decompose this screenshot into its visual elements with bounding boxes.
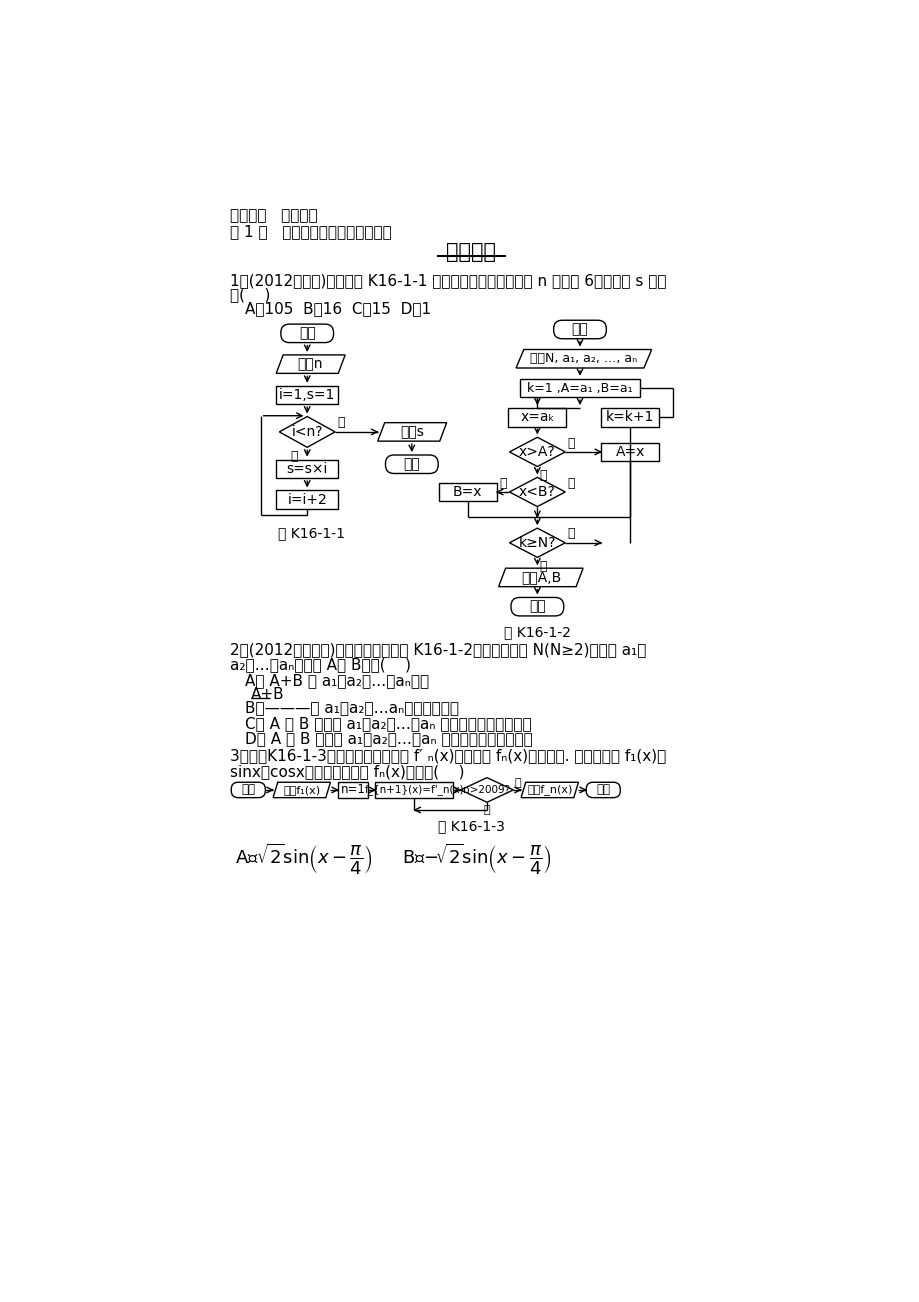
Text: x<B?: x<B? bbox=[518, 484, 555, 499]
Text: 图 K16-1-1: 图 K16-1-1 bbox=[278, 526, 345, 540]
Text: 3．在图K16-1-3的程序框图中，函数 f′ ₙ(x)表示函数 fₙ(x)的导函数. 若输入函数 f₁(x)＝: 3．在图K16-1-3的程序框图中，函数 f′ ₙ(x)表示函数 fₙ(x)的导… bbox=[230, 749, 665, 763]
Text: 否: 否 bbox=[539, 469, 547, 482]
Text: C． A 和 B 分别是 a₁，a₂，…，aₙ 中最大的数和最小的数: C． A 和 B 分别是 a₁，a₂，…，aₙ 中最大的数和最小的数 bbox=[245, 716, 531, 730]
Text: 第十六章   算法初步: 第十六章 算法初步 bbox=[230, 208, 317, 224]
Text: 第 1 讲   程序框图及简单的算法案例: 第 1 讲 程序框图及简单的算法案例 bbox=[230, 224, 391, 240]
Text: A．105  B．16  C．15  D．1: A．105 B．16 C．15 D．1 bbox=[245, 301, 431, 316]
Text: A+B: A+B bbox=[250, 686, 284, 702]
Text: 否: 否 bbox=[337, 415, 345, 428]
Text: 输入N, a₁, a₂, …, aₙ: 输入N, a₁, a₂, …, aₙ bbox=[529, 353, 637, 366]
Polygon shape bbox=[498, 568, 583, 587]
Polygon shape bbox=[509, 529, 564, 557]
Text: 是: 是 bbox=[515, 777, 521, 788]
Bar bbox=[276, 460, 338, 478]
FancyBboxPatch shape bbox=[585, 783, 619, 798]
Polygon shape bbox=[378, 423, 447, 441]
FancyBboxPatch shape bbox=[231, 783, 265, 798]
Polygon shape bbox=[279, 417, 335, 448]
Polygon shape bbox=[509, 437, 564, 466]
Text: B．$-\!\sqrt{2}\sin\!\left(x-\dfrac{\pi}{4}\right)$: B．$-\!\sqrt{2}\sin\!\left(x-\dfrac{\pi}{… bbox=[402, 842, 551, 878]
Polygon shape bbox=[520, 783, 578, 798]
Bar bbox=[508, 408, 566, 427]
Bar bbox=[276, 385, 338, 404]
Text: 开始: 开始 bbox=[299, 327, 315, 340]
Text: 结束: 结束 bbox=[403, 457, 420, 471]
Text: 为(    ): 为( ) bbox=[230, 288, 270, 302]
Text: sinx－cosx，则输出的函数 fₙ(x)可化为(    ): sinx－cosx，则输出的函数 fₙ(x)可化为( ) bbox=[230, 764, 464, 779]
Text: k=1 ,A=a₁ ,B=a₁: k=1 ,A=a₁ ,B=a₁ bbox=[527, 381, 632, 395]
Text: 是: 是 bbox=[499, 477, 506, 490]
Bar bbox=[438, 483, 496, 501]
Text: 是: 是 bbox=[567, 436, 574, 449]
Text: s=s×i: s=s×i bbox=[286, 462, 327, 475]
Text: i=1,s=1: i=1,s=1 bbox=[278, 388, 335, 402]
Text: 输出A,B: 输出A,B bbox=[520, 570, 561, 585]
Text: 结束: 结束 bbox=[528, 600, 545, 613]
Text: n=1: n=1 bbox=[340, 784, 365, 797]
Text: 开始: 开始 bbox=[571, 323, 588, 336]
Polygon shape bbox=[273, 783, 330, 798]
Text: i<n?: i<n? bbox=[291, 424, 323, 439]
Text: 否: 否 bbox=[567, 477, 574, 490]
Bar bbox=[375, 783, 452, 798]
Text: 图 K16-1-3: 图 K16-1-3 bbox=[437, 819, 505, 833]
Text: 1．(2012年广东)执行如图 K16-1-1 所示的程序框图，若输入 n 的値为 6，则输出 s 的値: 1．(2012年广东)执行如图 K16-1-1 所示的程序框图，若输入 n 的値… bbox=[230, 273, 665, 288]
FancyBboxPatch shape bbox=[385, 454, 437, 474]
Text: k=k+1: k=k+1 bbox=[606, 410, 653, 424]
Text: 开始: 开始 bbox=[241, 784, 255, 797]
Bar bbox=[338, 783, 368, 798]
Text: 结束: 结束 bbox=[596, 784, 609, 797]
Text: 否: 否 bbox=[483, 806, 490, 815]
Text: 2．(2012年新课标)如果执行程序框图 K16-1-2，输入正整数 N(N≥2)和实数 a₁，: 2．(2012年新课标)如果执行程序框图 K16-1-2，输入正整数 N(N≥2… bbox=[230, 642, 645, 658]
Bar bbox=[601, 408, 659, 427]
Text: k≥N?: k≥N? bbox=[518, 536, 555, 549]
Polygon shape bbox=[460, 777, 513, 802]
Text: 输入n: 输入n bbox=[297, 357, 323, 371]
Text: 否: 否 bbox=[567, 527, 574, 540]
Text: 输入f₁(x): 输入f₁(x) bbox=[283, 785, 320, 796]
Text: A=x: A=x bbox=[615, 445, 644, 458]
Text: 知能训练: 知能训练 bbox=[446, 242, 496, 263]
FancyBboxPatch shape bbox=[510, 598, 563, 616]
FancyBboxPatch shape bbox=[280, 324, 334, 342]
Text: x=aₖ: x=aₖ bbox=[519, 410, 554, 424]
Bar bbox=[519, 379, 640, 397]
Text: 图 K16-1-2: 图 K16-1-2 bbox=[504, 625, 570, 639]
Polygon shape bbox=[276, 355, 345, 374]
Text: 输出s: 输出s bbox=[400, 424, 424, 439]
Bar bbox=[601, 443, 659, 461]
Text: x>A?: x>A? bbox=[518, 445, 555, 458]
Text: A． A+B 为 a₁，a₂，…，aₙ的和: A． A+B 为 a₁，a₂，…，aₙ的和 bbox=[245, 673, 429, 687]
Text: A．$\sqrt{2}\sin\!\left(x-\dfrac{\pi}{4}\right)$: A．$\sqrt{2}\sin\!\left(x-\dfrac{\pi}{4}\… bbox=[235, 842, 372, 878]
Text: i=i+2: i=i+2 bbox=[287, 492, 327, 506]
Text: 是: 是 bbox=[539, 560, 547, 573]
Text: B=x: B=x bbox=[452, 484, 482, 499]
FancyBboxPatch shape bbox=[553, 320, 606, 339]
Text: 是: 是 bbox=[290, 449, 298, 462]
Polygon shape bbox=[516, 349, 651, 368]
Polygon shape bbox=[509, 478, 564, 506]
Text: D． A 和 B 分别是 a₁，a₂，…，aₙ 中最小的数和最大的数: D． A 和 B 分别是 a₁，a₂，…，aₙ 中最小的数和最大的数 bbox=[245, 732, 532, 746]
Text: n>2009?: n>2009? bbox=[463, 785, 510, 796]
Text: a₂，…，aₙ，输出 A， B，则(    ): a₂，…，aₙ，输出 A， B，则( ) bbox=[230, 658, 410, 673]
Text: f_{n+1}(x)=f'_n(x): f_{n+1}(x)=f'_n(x) bbox=[364, 785, 463, 796]
Text: B．———为 a₁，a₂，…aₙ的算术平均数: B．———为 a₁，a₂，…aₙ的算术平均数 bbox=[245, 700, 459, 715]
Text: 输出f_n(x): 输出f_n(x) bbox=[527, 785, 572, 796]
Bar bbox=[276, 491, 338, 509]
